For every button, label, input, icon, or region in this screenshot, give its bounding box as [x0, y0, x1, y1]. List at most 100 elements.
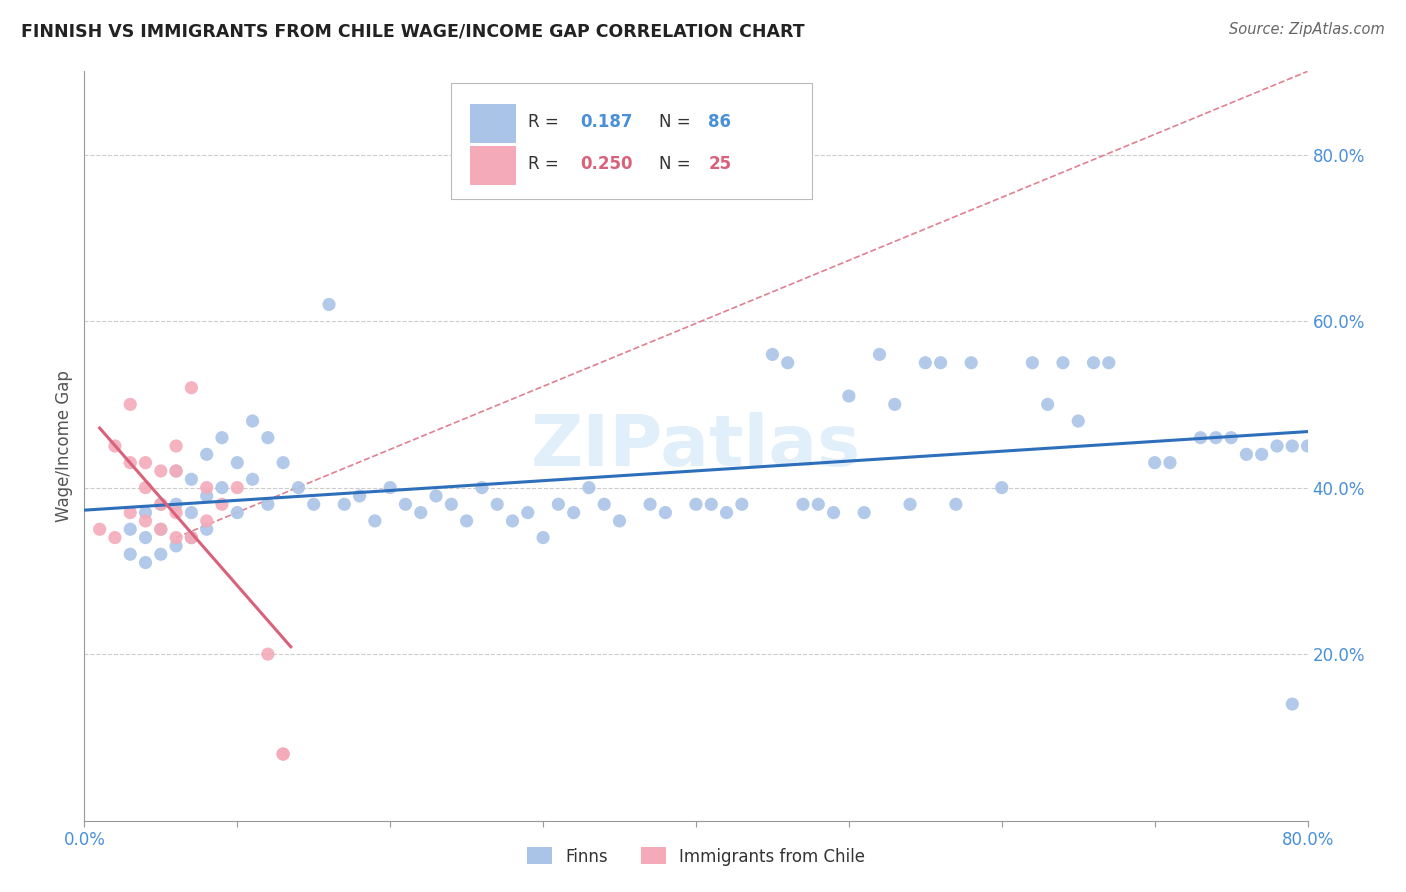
Text: R =: R = — [529, 112, 564, 130]
Point — [914, 356, 936, 370]
Point — [271, 747, 294, 761]
Point — [104, 439, 127, 453]
Point — [135, 506, 157, 520]
Point — [149, 497, 172, 511]
Point — [302, 497, 325, 511]
Point — [1052, 356, 1074, 370]
Point — [211, 481, 233, 495]
Point — [807, 497, 830, 511]
Text: 25: 25 — [709, 155, 731, 173]
Point — [1281, 439, 1303, 453]
Text: ZIPatlas: ZIPatlas — [531, 411, 860, 481]
Point — [1083, 356, 1105, 370]
Point — [271, 456, 294, 470]
Point — [685, 497, 707, 511]
Point — [226, 456, 249, 470]
Point — [531, 531, 554, 545]
Bar — [470, 103, 516, 143]
Y-axis label: Wage/Income Gap: Wage/Income Gap — [55, 370, 73, 522]
Text: N =: N = — [659, 112, 696, 130]
Point — [1143, 456, 1166, 470]
Point — [991, 481, 1014, 495]
Point — [654, 506, 676, 520]
Point — [242, 472, 264, 486]
Point — [1098, 356, 1121, 370]
Point — [349, 489, 371, 503]
Point — [761, 347, 783, 361]
Point — [135, 556, 157, 570]
Text: Source: ZipAtlas.com: Source: ZipAtlas.com — [1229, 22, 1385, 37]
Point — [1265, 439, 1288, 453]
Point — [271, 747, 294, 761]
Point — [165, 464, 187, 478]
Point — [104, 531, 127, 545]
Point — [578, 481, 600, 495]
Point — [516, 506, 538, 520]
Point — [716, 506, 738, 520]
Point — [135, 456, 157, 470]
Point — [838, 389, 860, 403]
Text: 0.187: 0.187 — [579, 112, 633, 130]
Point — [149, 547, 172, 561]
Point — [562, 506, 585, 520]
Point — [195, 481, 218, 495]
Point — [180, 472, 202, 486]
Text: N =: N = — [659, 155, 696, 173]
Point — [165, 497, 187, 511]
Point — [883, 397, 905, 411]
Point — [195, 447, 218, 461]
Point — [318, 297, 340, 311]
Point — [180, 531, 202, 545]
Point — [1036, 397, 1059, 411]
Point — [1281, 697, 1303, 711]
Point — [257, 647, 280, 661]
Point — [211, 431, 233, 445]
Point — [120, 506, 142, 520]
Point — [853, 506, 876, 520]
Point — [1205, 431, 1227, 445]
Point — [609, 514, 631, 528]
Point — [471, 481, 494, 495]
Point — [226, 506, 249, 520]
Point — [425, 489, 447, 503]
Point — [287, 481, 309, 495]
Point — [960, 356, 983, 370]
Point — [195, 522, 218, 536]
Point — [1236, 447, 1258, 461]
Point — [380, 481, 402, 495]
Point — [242, 414, 264, 428]
Point — [638, 497, 661, 511]
Text: 0.250: 0.250 — [579, 155, 633, 173]
Point — [89, 522, 111, 536]
Point — [945, 497, 967, 511]
Point — [1159, 456, 1181, 470]
Point — [700, 497, 723, 511]
Point — [135, 514, 157, 528]
Point — [731, 497, 754, 511]
Point — [120, 547, 142, 561]
FancyBboxPatch shape — [451, 83, 813, 199]
Point — [440, 497, 463, 511]
Text: FINNISH VS IMMIGRANTS FROM CHILE WAGE/INCOME GAP CORRELATION CHART: FINNISH VS IMMIGRANTS FROM CHILE WAGE/IN… — [21, 22, 804, 40]
Point — [120, 522, 142, 536]
Point — [502, 514, 524, 528]
Point — [149, 522, 172, 536]
Point — [135, 531, 157, 545]
Point — [149, 497, 172, 511]
Point — [1250, 447, 1272, 461]
Point — [180, 506, 202, 520]
Point — [456, 514, 478, 528]
Point — [547, 497, 569, 511]
Point — [165, 464, 187, 478]
Point — [165, 531, 187, 545]
Point — [149, 464, 172, 478]
Point — [226, 481, 249, 495]
Point — [165, 506, 187, 520]
Legend: Finns, Immigrants from Chile: Finns, Immigrants from Chile — [520, 841, 872, 872]
Point — [149, 522, 172, 536]
Point — [869, 347, 891, 361]
Point — [195, 514, 218, 528]
Point — [180, 381, 202, 395]
Point — [195, 489, 218, 503]
Point — [394, 497, 416, 511]
